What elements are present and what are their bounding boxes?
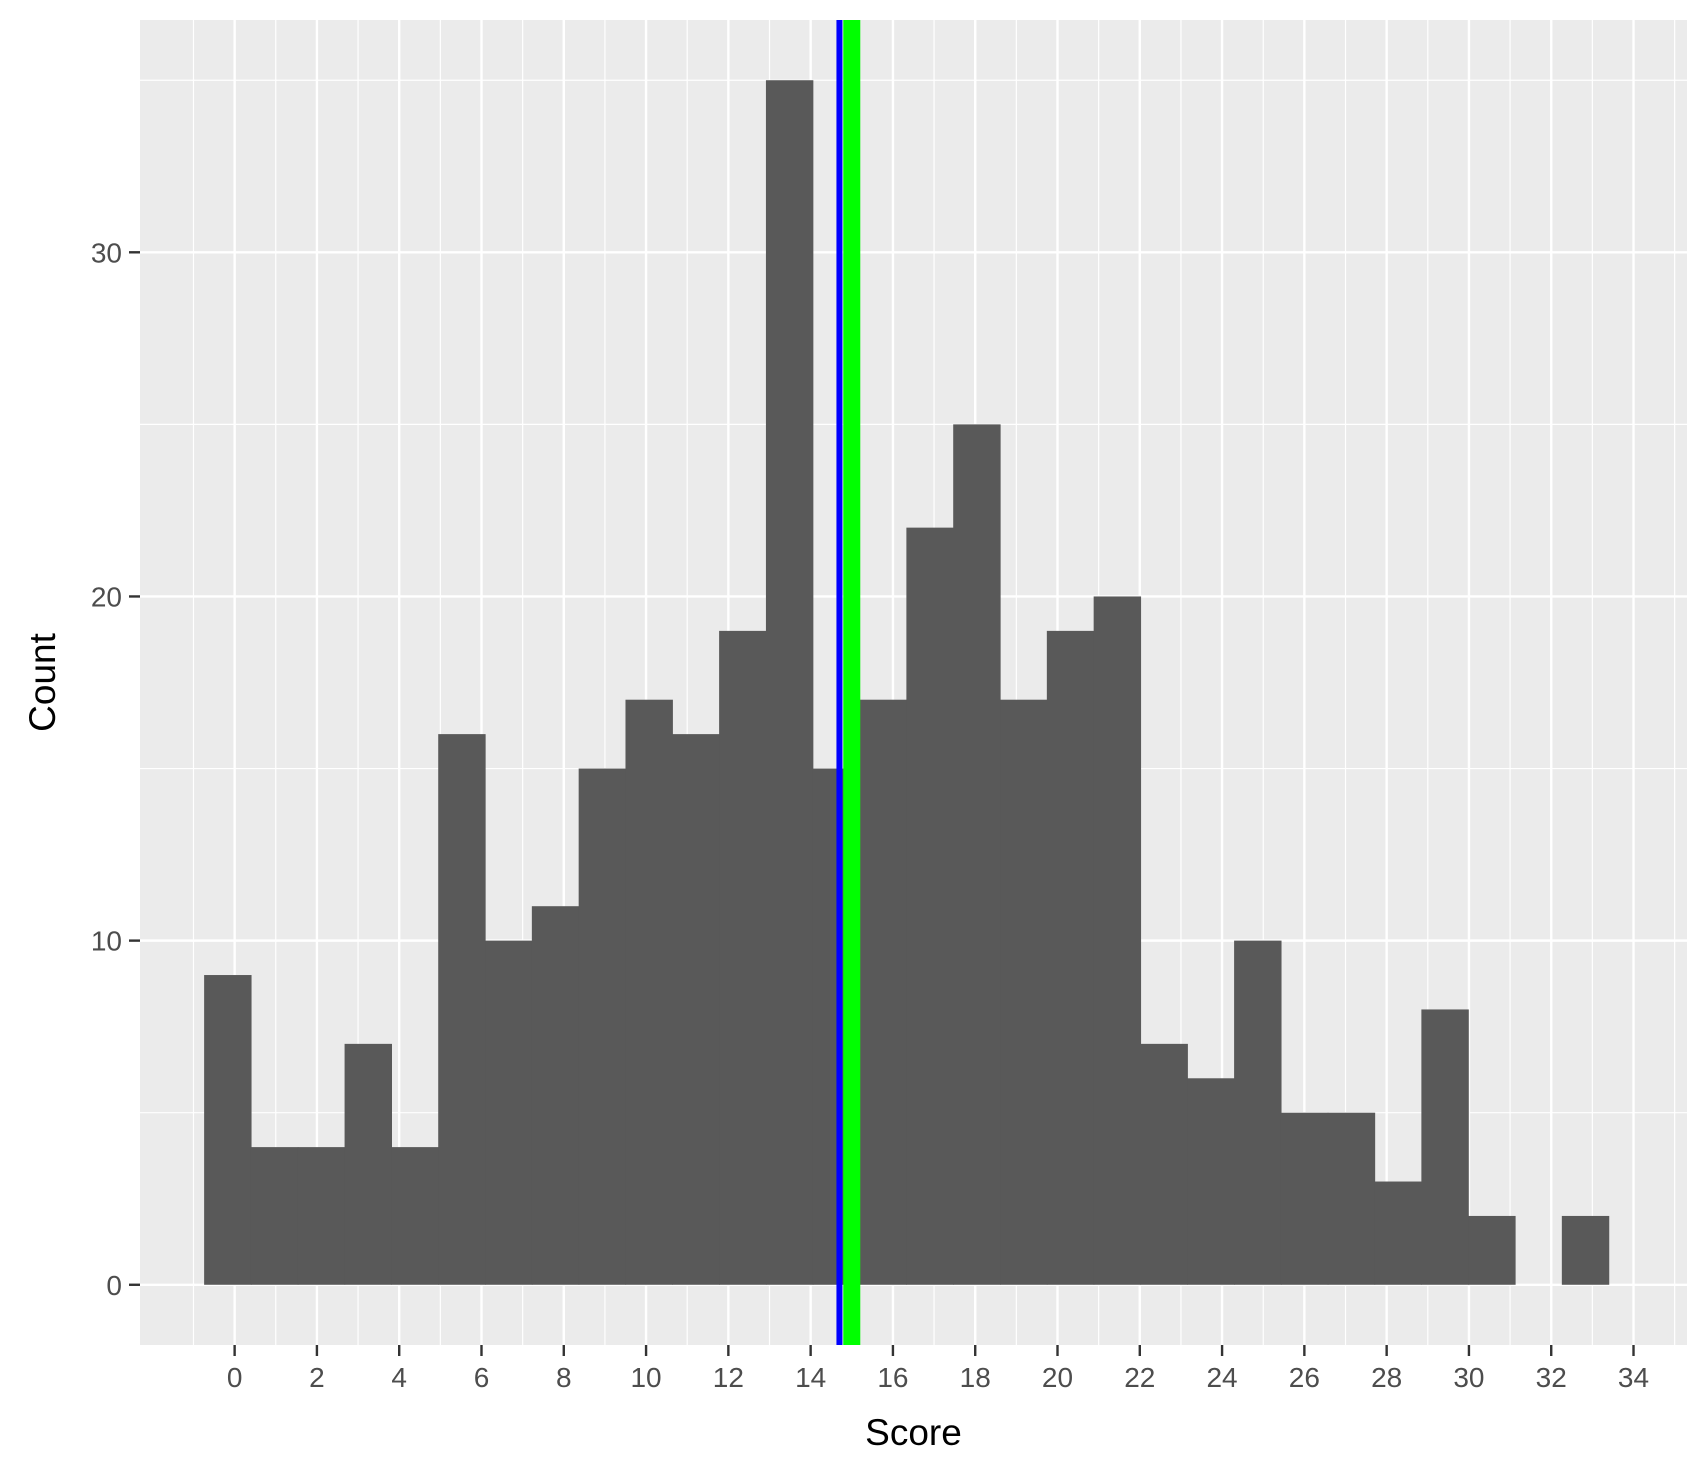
x-tick-label: 26 — [1289, 1362, 1320, 1393]
histogram-bar — [344, 1043, 392, 1285]
x-tick-label: 34 — [1618, 1362, 1649, 1393]
histogram-bar — [531, 906, 580, 1285]
histogram-bar — [859, 699, 907, 1285]
y-tick-label: 30 — [91, 237, 122, 268]
histogram-bar — [1468, 1215, 1516, 1285]
histogram-bars — [204, 80, 1610, 1285]
x-tick-label: 32 — [1536, 1362, 1567, 1393]
x-tick-label: 24 — [1206, 1362, 1237, 1393]
x-tick-label: 14 — [795, 1362, 826, 1393]
x-tick-label: 16 — [877, 1362, 908, 1393]
histogram-bar — [1187, 1078, 1235, 1285]
histogram-bar — [1234, 940, 1282, 1285]
histogram-bar — [1046, 630, 1095, 1285]
x-tick-label: 18 — [960, 1362, 991, 1393]
histogram-bar — [906, 527, 954, 1285]
reference-lines — [836, 20, 861, 1345]
x-tick-label: 22 — [1124, 1362, 1155, 1393]
y-tick-label: 10 — [91, 926, 122, 957]
y-axis-title: Count — [22, 632, 63, 731]
y-axis: 0 10 20 30 — [91, 237, 140, 1301]
histogram-bar — [250, 1147, 299, 1285]
x-tick-label: 30 — [1453, 1362, 1484, 1393]
histogram-bar — [1327, 1112, 1376, 1285]
x-tick-label: 28 — [1371, 1362, 1402, 1393]
histogram-bar — [204, 975, 252, 1285]
histogram-bar — [1374, 1181, 1422, 1285]
y-tick-label: 20 — [91, 581, 122, 612]
histogram-bar — [765, 80, 814, 1285]
x-tick-label: 6 — [474, 1362, 490, 1393]
histogram-bar — [1093, 596, 1142, 1285]
histogram-bar — [672, 734, 720, 1285]
histogram-bar — [1000, 699, 1048, 1285]
x-axis: 0 2 4 6 8 10 12 14 16 18 20 22 24 26 28 30 32 34 — [227, 1345, 1649, 1393]
histogram-bar — [1561, 1215, 1610, 1285]
histogram-bar — [485, 940, 533, 1285]
histogram-bar — [953, 424, 1001, 1285]
x-tick-label: 8 — [556, 1362, 572, 1393]
x-tick-label: 4 — [391, 1362, 407, 1393]
histogram-bar — [625, 699, 673, 1285]
x-tick-label: 12 — [713, 1362, 744, 1393]
histogram-bar — [391, 1147, 439, 1285]
histogram-bar — [438, 734, 486, 1285]
histogram-bar — [297, 1147, 346, 1285]
histogram-bar — [1280, 1112, 1329, 1285]
x-tick-label: 20 — [1042, 1362, 1073, 1393]
x-tick-label: 10 — [630, 1362, 661, 1393]
histogram-bar — [1140, 1043, 1188, 1285]
histogram-bar — [578, 768, 627, 1285]
x-tick-label: 2 — [309, 1362, 325, 1393]
y-tick-label: 0 — [106, 1270, 122, 1301]
x-tick-label: 0 — [227, 1362, 243, 1393]
x-axis-title: Score — [865, 1412, 962, 1453]
histogram-bar — [1421, 1009, 1469, 1285]
histogram-bar — [719, 630, 767, 1285]
